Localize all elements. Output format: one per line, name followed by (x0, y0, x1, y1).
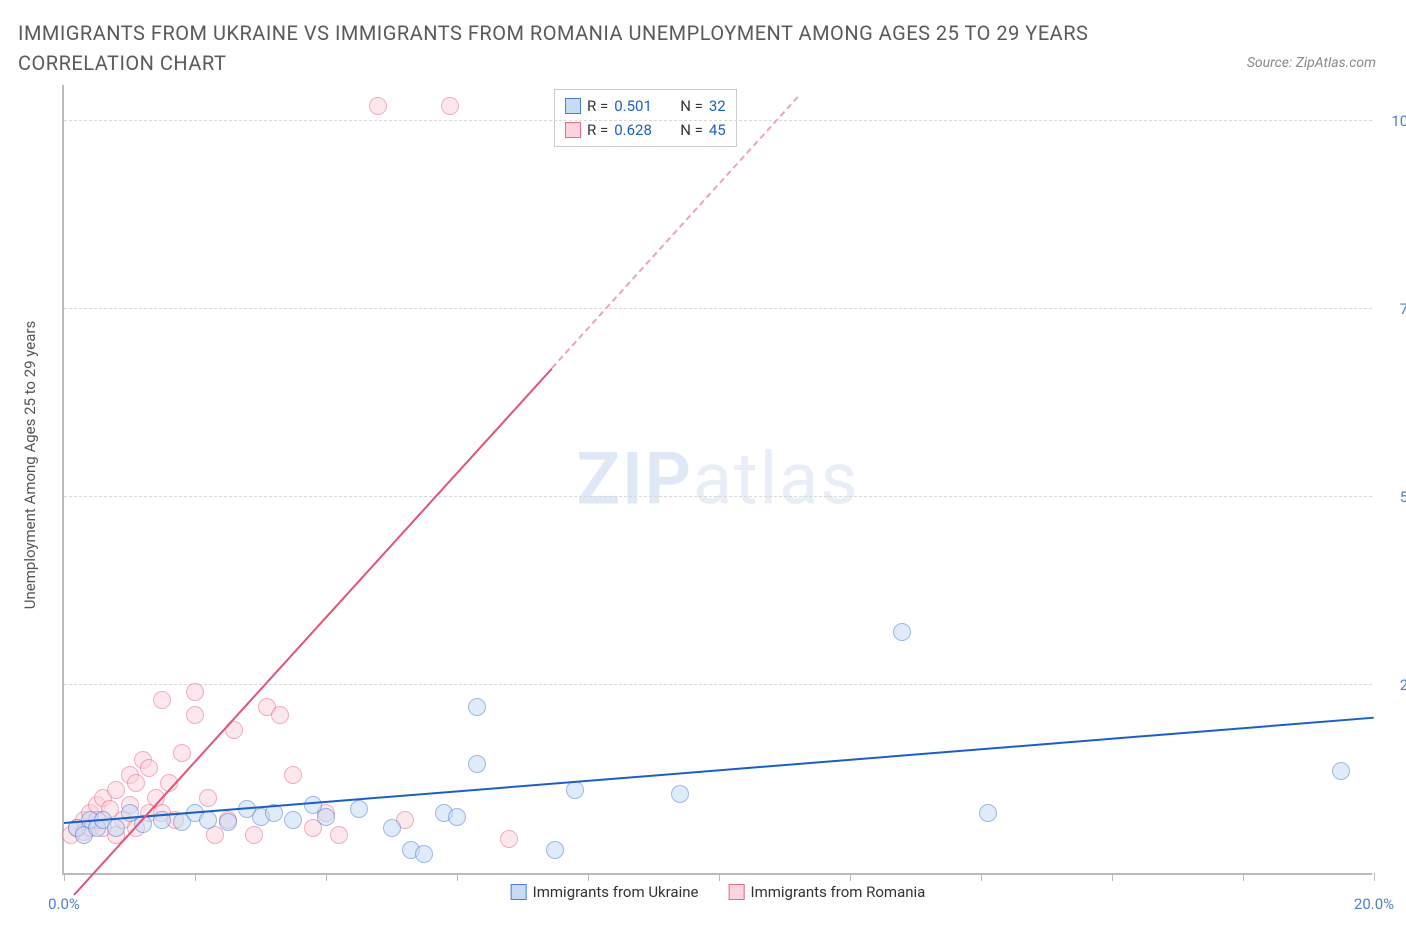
watermark-atlas: atlas (693, 437, 860, 522)
data-point-romania (107, 781, 125, 799)
n-label: N = (680, 94, 703, 118)
data-point-ukraine (350, 800, 368, 818)
data-point-romania (173, 744, 191, 762)
r-value: 0.628 (614, 118, 664, 142)
data-point-romania (284, 766, 302, 784)
legend-label: Immigrants from Romania (750, 883, 925, 901)
watermark-zip: ZIP (576, 437, 692, 522)
x-tick (588, 873, 589, 881)
x-tick (981, 873, 982, 881)
legend-swatch (565, 122, 581, 138)
data-point-romania (127, 774, 145, 792)
x-tick (1374, 873, 1375, 881)
data-point-ukraine (284, 811, 302, 829)
x-tick (195, 873, 196, 881)
x-tick (457, 873, 458, 881)
n-value: 45 (709, 118, 726, 142)
r-label: R = (587, 118, 608, 142)
series-legend: Immigrants from Ukraine Immigrants from R… (511, 883, 926, 901)
gridline-horizontal (64, 308, 1372, 309)
data-point-ukraine (468, 755, 486, 773)
data-point-ukraine (383, 819, 401, 837)
data-point-ukraine (448, 808, 466, 826)
data-point-romania (500, 830, 518, 848)
x-tick (1112, 873, 1113, 881)
stats-legend: R = 0.501 N = 32 R = 0.628 N = 45 (554, 89, 737, 147)
y-tick-label: 75.0% (1400, 300, 1406, 318)
data-point-romania (330, 826, 348, 844)
x-tick-label: 20.0% (1354, 895, 1394, 913)
legend-item: Immigrants from Romania (728, 883, 925, 901)
legend-swatch (511, 884, 527, 900)
data-point-ukraine (671, 785, 689, 803)
data-point-ukraine (199, 811, 217, 829)
data-point-romania (199, 789, 217, 807)
plot-area: ZIPatlas R =0.501N =32R =0.628N =45 Immi… (62, 85, 1372, 875)
stats-row: R = 0.628 N = 45 (565, 118, 726, 142)
gridline-horizontal (64, 684, 1372, 685)
data-point-ukraine (546, 841, 564, 859)
source-citation: Source: ZipAtlas.com (1247, 55, 1376, 71)
data-point-ukraine (566, 781, 584, 799)
legend-label: Immigrants from Ukraine (533, 883, 699, 901)
data-point-ukraine (1332, 762, 1350, 780)
data-point-ukraine (468, 698, 486, 716)
r-value: 0.501 (614, 94, 664, 118)
x-tick (64, 873, 65, 881)
data-point-romania (441, 97, 459, 115)
data-point-romania (186, 706, 204, 724)
y-tick-label: 25.0% (1400, 676, 1406, 694)
x-tick-label: 0.0% (48, 895, 80, 913)
trendline-ukraine (64, 717, 1374, 824)
data-point-romania (153, 691, 171, 709)
data-point-ukraine (317, 808, 335, 826)
x-tick (719, 873, 720, 881)
legend-swatch (728, 884, 744, 900)
legend-item: Immigrants from Ukraine (511, 883, 699, 901)
x-tick (1243, 873, 1244, 881)
data-point-ukraine (893, 623, 911, 641)
data-point-ukraine (219, 813, 237, 831)
data-point-romania (140, 759, 158, 777)
r-label: R = (587, 94, 608, 118)
data-point-romania (186, 683, 204, 701)
data-point-ukraine (107, 819, 125, 837)
n-value: 32 (709, 94, 726, 118)
data-point-ukraine (415, 845, 433, 863)
trendline-romania (73, 367, 553, 895)
data-point-ukraine (979, 804, 997, 822)
watermark: ZIPatlas (576, 437, 859, 522)
data-point-romania (369, 97, 387, 115)
y-axis-title: Unemployment Among Ages 25 to 29 years (21, 321, 39, 609)
data-point-romania (245, 826, 263, 844)
x-tick (850, 873, 851, 881)
y-tick-label: 50.0% (1400, 488, 1406, 506)
x-tick (326, 873, 327, 881)
n-label: N = (680, 118, 703, 142)
gridline-horizontal (64, 496, 1372, 497)
legend-swatch (565, 98, 581, 114)
data-point-romania (271, 706, 289, 724)
chart-title: IMMIGRANTS FROM UKRAINE VS IMMIGRANTS FR… (18, 18, 1206, 78)
y-tick-label: 100.0% (1391, 112, 1406, 130)
stats-row: R = 0.501 N = 32 (565, 94, 726, 118)
gridline-horizontal (64, 120, 1372, 121)
